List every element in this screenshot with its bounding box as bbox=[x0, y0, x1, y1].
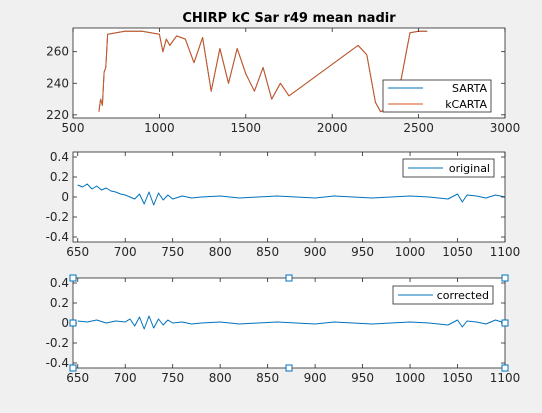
x-tick-label: 900 bbox=[304, 371, 327, 385]
x-tick-label: 3000 bbox=[490, 121, 521, 135]
legend[interactable]: SARTA kCARTA bbox=[382, 79, 492, 113]
selection-handle[interactable] bbox=[69, 274, 77, 282]
subplot-1: 500 1000 1500 2000 2500 3000 220 240 260 CHIRP kC… bbox=[46, 11, 520, 135]
y-tick-label: -0.2 bbox=[46, 336, 69, 350]
x-tick-label: 1000 bbox=[395, 371, 426, 385]
x-tick-label: 700 bbox=[114, 245, 137, 259]
y-tick-label: 240 bbox=[46, 76, 69, 90]
x-tick-label: 850 bbox=[256, 371, 279, 385]
x-tick-label: 650 bbox=[66, 371, 89, 385]
y-tick-label: 0.4 bbox=[50, 150, 69, 164]
x-tick-label: 2500 bbox=[403, 121, 434, 135]
legend-entry-corrected: corrected bbox=[437, 289, 489, 302]
x-tick-label: 750 bbox=[161, 371, 184, 385]
legend[interactable]: original bbox=[402, 158, 495, 178]
legend-entry-SARTA: SARTA bbox=[452, 82, 487, 95]
x-tick-label: 800 bbox=[209, 371, 232, 385]
series-line-corrected bbox=[77, 315, 506, 330]
y-tick-label: 0 bbox=[61, 316, 69, 330]
x-tick-label: 950 bbox=[351, 371, 374, 385]
x-tick-label: 500 bbox=[62, 121, 85, 135]
x-tick-label: 1050 bbox=[442, 371, 473, 385]
x-tick-label: 750 bbox=[161, 245, 184, 259]
x-tick-label: 1100 bbox=[490, 371, 521, 385]
y-tick-label: 220 bbox=[46, 108, 69, 122]
y-tick-label: -0.4 bbox=[46, 230, 69, 244]
x-tick-label: 850 bbox=[256, 245, 279, 259]
y-tick-label: 0 bbox=[61, 190, 69, 204]
selection-handle[interactable] bbox=[501, 364, 509, 372]
x-tick-label: 1000 bbox=[395, 245, 426, 259]
x-tick-label: 700 bbox=[114, 371, 137, 385]
series-line-original bbox=[77, 183, 506, 206]
selection-handle[interactable] bbox=[285, 274, 293, 282]
selection-handle[interactable] bbox=[69, 364, 77, 372]
subplot-2: 650 700 750 800 850 900 950 1000 1050 1100 -0.4 -0.… bbox=[46, 150, 521, 259]
y-tick-label: 0.2 bbox=[50, 296, 69, 310]
x-tick-label: 950 bbox=[351, 245, 374, 259]
x-tick-label: 1100 bbox=[490, 245, 521, 259]
legend-box bbox=[382, 79, 492, 113]
x-tick-label: 1000 bbox=[144, 121, 175, 135]
legend-box bbox=[402, 158, 495, 178]
y-tick-label: 0.4 bbox=[50, 276, 69, 290]
selection-handle[interactable] bbox=[501, 274, 509, 282]
subplot-3: 650 700 750 800 850 900 950 1000 1050 1100 -0.4 -0.… bbox=[46, 274, 521, 385]
x-tick-label: 1050 bbox=[442, 245, 473, 259]
y-tick-label: -0.2 bbox=[46, 210, 69, 224]
legend-entry-original: original bbox=[449, 162, 490, 175]
legend-entry-kCARTA: kCARTA bbox=[445, 98, 487, 111]
selection-handle[interactable] bbox=[285, 364, 293, 372]
x-tick-label: 650 bbox=[66, 245, 89, 259]
x-tick-label: 800 bbox=[209, 245, 232, 259]
x-tick-label: 1500 bbox=[231, 121, 262, 135]
selection-handle[interactable] bbox=[69, 319, 77, 327]
y-tick-label: -0.4 bbox=[46, 356, 69, 370]
y-tick-label: 260 bbox=[46, 45, 69, 59]
x-tick-label: 900 bbox=[304, 245, 327, 259]
selection-handle[interactable] bbox=[501, 319, 509, 327]
legend-box bbox=[392, 285, 494, 305]
series-line-kCARTA bbox=[98, 30, 428, 113]
chart-title: CHIRP kC Sar r49 mean nadir bbox=[182, 11, 396, 26]
axes-box bbox=[72, 27, 506, 119]
x-tick-label: 2000 bbox=[317, 121, 348, 135]
legend[interactable]: corrected bbox=[392, 285, 494, 305]
y-tick-label: 0.2 bbox=[50, 170, 69, 184]
